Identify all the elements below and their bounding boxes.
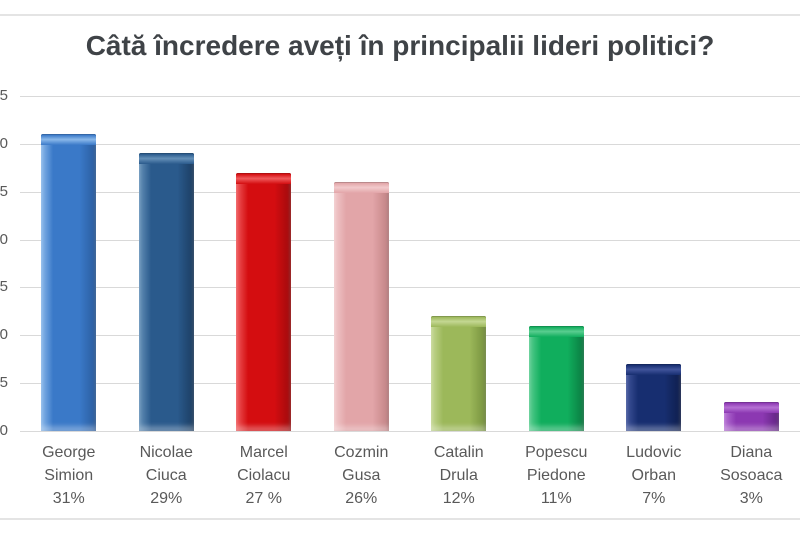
category-percent: 12% [442, 490, 475, 507]
category-name-line1: Catalin [433, 444, 484, 461]
y-tick-label-0: 0 [0, 422, 8, 439]
gridline-15 [20, 287, 800, 289]
category-label-marcel-ciolacu: Marcel Ciolacu 27 % [215, 441, 313, 510]
gridline-25 [20, 191, 800, 193]
category-name-line1: Nicolae [139, 444, 193, 461]
category-label-popescu-piedone: Popescu Piedone 11% [508, 441, 606, 510]
gridline-35 [20, 96, 800, 97]
bar-top-bevel [236, 172, 292, 184]
bar-top-bevel [723, 402, 779, 414]
bar-top-bevel [528, 325, 584, 337]
y-tick-label-30: 30 [0, 134, 8, 152]
bar-top-bevel [138, 153, 194, 165]
category-name-line1: Popescu [525, 444, 588, 461]
gridline-10 [20, 335, 800, 337]
plot-area: 0 5 10 15 20 25 30 35 [0, 87, 800, 439]
category-name-line1: Diana [730, 444, 773, 461]
category-name-line2: Sosoaca [720, 467, 783, 484]
gridline-5 [20, 383, 800, 385]
category-percent: 26% [345, 490, 378, 507]
bar-top-bevel [626, 364, 682, 375]
category-label-nicolae-ciuca: Nicolae Ciuca 29% [118, 441, 216, 510]
category-name-line2: Gusa [342, 467, 381, 484]
category-name-line2: Drula [439, 467, 478, 484]
bar-nicolae-ciuca [138, 153, 194, 431]
category-percent: 31% [52, 490, 85, 507]
category-label-cozmin-gusa: Cozmin Gusa 26% [313, 441, 411, 510]
y-tick-label-35: 35 [0, 87, 8, 104]
bar-top-bevel [333, 182, 389, 194]
category-name-line2: Piedone [526, 467, 586, 484]
gridline-20 [20, 239, 800, 241]
gridline-30 [20, 143, 800, 145]
category-name-line1: Cozmin [334, 444, 389, 461]
bar-top-bevel [431, 316, 487, 328]
x-axis-labels: George Simion 31% Nicolae Ciuca 29% Marcel Ciol… [20, 441, 800, 510]
category-percent: 11% [540, 490, 572, 507]
bar-popescu-piedone [528, 325, 584, 431]
y-tick-label-5: 5 [0, 374, 8, 392]
y-tick-label-15: 15 [0, 278, 8, 296]
bar-ludovic-orban [626, 364, 682, 431]
bottom-divider [0, 518, 800, 520]
category-name-line2: Ciolacu [237, 467, 291, 484]
category-percent: 27 % [245, 490, 282, 507]
bar-marcel-ciolacu [236, 172, 292, 431]
chart-title: Câtă încredere aveți în principalii lide… [85, 30, 715, 61]
bar-top-bevel [41, 134, 97, 146]
category-label-ludovic-orban: Ludovic Orban 7% [605, 441, 703, 510]
gridline-0 [20, 431, 800, 432]
category-name-line1: George [42, 444, 96, 461]
category-name-line1: Ludovic [626, 444, 682, 461]
category-percent: 7% [642, 490, 666, 507]
bar-cozmin-gusa [333, 182, 389, 431]
top-divider [0, 14, 800, 16]
category-label-catalin-drula: Catalin Drula 12% [410, 441, 508, 510]
category-label-diana-sosoaca: Diana Sosoaca 3% [703, 441, 800, 510]
y-tick-label-25: 25 [0, 182, 8, 200]
bar-catalin-drula [431, 316, 487, 431]
category-name-line2: Orban [631, 467, 676, 484]
category-percent: 29% [150, 490, 183, 507]
category-name-line1: Marcel [239, 444, 288, 461]
y-tick-label-20: 20 [0, 230, 8, 248]
bar-diana-sosoaca [723, 402, 779, 431]
category-name-line2: Simion [44, 467, 94, 484]
bar-george-simion [41, 134, 97, 431]
category-label-george-simion: George Simion 31% [20, 441, 118, 510]
category-name-line2: Ciuca [145, 467, 187, 484]
category-percent: 3% [739, 490, 763, 507]
y-tick-label-10: 10 [0, 326, 8, 344]
